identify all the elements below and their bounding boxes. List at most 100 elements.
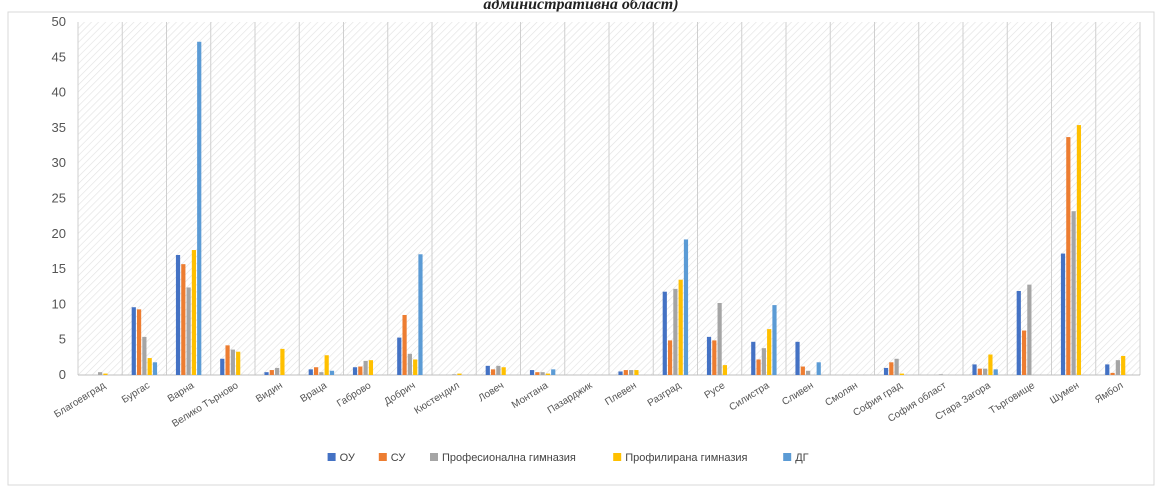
vertical-gridlines [77,22,1141,375]
bar [275,367,280,375]
legend-label: СУ [391,452,407,464]
bar [402,314,407,375]
bar [1110,372,1115,375]
bar [795,341,800,375]
bar [618,371,623,375]
bar [767,329,772,375]
bar [883,367,889,375]
bar [706,336,712,375]
x-tick-label: Габрово [335,379,374,410]
y-tick-label: 50 [52,14,66,29]
y-tick-label: 30 [52,155,66,170]
bar [683,239,689,375]
legend-swatch [327,453,336,461]
bar [673,288,678,375]
x-tick-label: Враца [298,380,329,405]
bar [972,364,977,375]
y-tick-label: 45 [52,49,66,64]
legend-label: ДГ [795,452,808,464]
y-tick-label: 35 [52,120,66,135]
bar [1076,125,1082,376]
y-axis: 0 5 10 15 20 25 30 35 40 45 50 [52,14,1140,382]
bar [1066,137,1071,375]
bar [197,41,202,375]
legend-swatch [783,453,792,461]
bar [397,337,402,375]
bar [324,355,329,375]
y-tick-label: 40 [52,85,66,100]
x-tick-label: Шумен [1048,380,1081,406]
bar [186,287,191,375]
bar [308,369,313,375]
bar [551,369,556,375]
bar [329,370,335,375]
bar [623,370,628,375]
x-tick-label: Русе [703,380,728,401]
bar [800,366,805,375]
bar [418,254,423,375]
bar [490,369,496,375]
bar [712,340,717,375]
bar [152,362,158,375]
bar [191,250,197,375]
bar [662,291,667,375]
bar [678,279,683,375]
x-tick-label: Плевен [603,380,638,408]
chart-title: административна област) [483,0,679,13]
bar [634,370,639,375]
bar [136,309,142,375]
bar [368,360,374,375]
bar [175,254,181,375]
bar [363,360,368,375]
bar [751,341,756,375]
bar [1027,284,1032,375]
legend-swatch [613,453,622,461]
y-tick-label: 10 [52,296,66,311]
bars [98,41,1126,376]
x-tick-label: Монтана [510,380,551,411]
legend-label: ОУ [340,452,356,464]
bar [142,336,147,375]
x-tick-label: Видин [254,380,285,405]
bar [938,374,943,375]
x-tick-label: Добрич [382,379,418,407]
x-tick-label: Пазарджик [546,380,595,416]
legend-swatch [378,453,387,461]
bar [319,372,324,375]
bar [264,372,269,375]
bar [457,373,462,375]
bar [452,374,457,375]
bar [540,372,545,375]
bar [761,348,766,375]
legend: ОУ СУ Професионална гимназия Профилирана ги… [327,452,809,464]
x-tick-label: Ямбол [1093,379,1126,406]
bar [629,370,634,375]
bar [894,358,899,375]
y-tick-label: 25 [52,191,66,206]
x-tick-label: Ловеч [477,380,506,404]
bar [269,370,274,375]
bar [236,351,241,375]
x-tick-label: Варна [166,380,197,405]
bar [220,358,225,375]
bar [1016,290,1021,375]
x-tick-label: Кюстендил [413,380,462,417]
bar [983,368,988,375]
bar [313,367,319,375]
bar [358,366,363,375]
bar [1060,253,1066,375]
bar [529,370,535,375]
bar [485,365,490,375]
bar [899,373,905,375]
bar [545,373,551,375]
bar [413,359,418,375]
bar [1115,360,1120,375]
bar [717,302,722,375]
x-tick-label: Разград [646,380,683,409]
bar [806,370,811,375]
bar [756,359,761,375]
bar [501,367,506,375]
